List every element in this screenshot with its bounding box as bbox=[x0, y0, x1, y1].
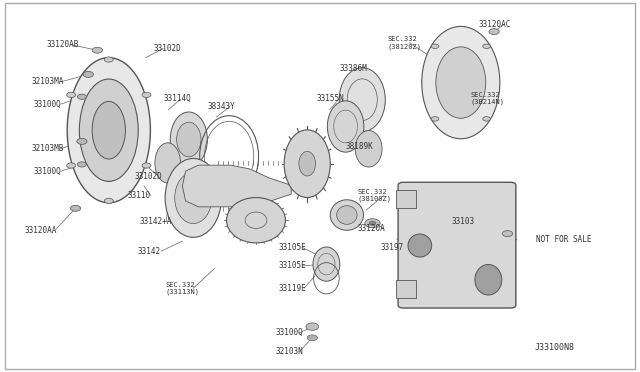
Text: SEC.332
(3B214N): SEC.332 (3B214N) bbox=[470, 92, 504, 105]
Ellipse shape bbox=[313, 247, 340, 281]
Circle shape bbox=[104, 198, 113, 203]
Ellipse shape bbox=[227, 198, 285, 243]
Text: 33100Q: 33100Q bbox=[275, 328, 303, 337]
Text: 33105E: 33105E bbox=[278, 243, 306, 252]
Ellipse shape bbox=[175, 172, 212, 224]
Ellipse shape bbox=[339, 68, 385, 132]
Circle shape bbox=[77, 138, 87, 144]
Circle shape bbox=[365, 219, 380, 228]
Ellipse shape bbox=[475, 264, 502, 295]
Text: SEC.332
(38120Z): SEC.332 (38120Z) bbox=[387, 36, 421, 49]
Ellipse shape bbox=[299, 151, 316, 176]
Circle shape bbox=[77, 162, 86, 167]
Ellipse shape bbox=[408, 234, 432, 257]
Text: 33102D: 33102D bbox=[154, 44, 181, 53]
Text: 33155N: 33155N bbox=[317, 94, 344, 103]
Text: 32103N: 32103N bbox=[275, 347, 303, 356]
Circle shape bbox=[70, 205, 81, 211]
Circle shape bbox=[67, 163, 76, 168]
Circle shape bbox=[67, 92, 76, 97]
Text: J33100N8: J33100N8 bbox=[534, 343, 575, 352]
Ellipse shape bbox=[177, 122, 201, 157]
Text: 33120AA: 33120AA bbox=[24, 226, 57, 235]
Text: 33114Q: 33114Q bbox=[163, 94, 191, 103]
Circle shape bbox=[502, 231, 513, 237]
Text: 33119E: 33119E bbox=[278, 284, 306, 293]
Bar bbox=[396, 280, 416, 298]
Circle shape bbox=[431, 44, 439, 48]
Circle shape bbox=[83, 71, 93, 77]
Text: SEC.332
(33113N): SEC.332 (33113N) bbox=[165, 282, 199, 295]
Circle shape bbox=[431, 117, 439, 121]
Ellipse shape bbox=[170, 112, 207, 167]
Text: 32103MA: 32103MA bbox=[32, 77, 65, 86]
Text: 33142: 33142 bbox=[138, 247, 161, 256]
Ellipse shape bbox=[337, 206, 357, 224]
Text: 33197: 33197 bbox=[381, 243, 404, 252]
Text: 33120A: 33120A bbox=[357, 224, 385, 233]
Ellipse shape bbox=[67, 58, 150, 203]
Polygon shape bbox=[182, 165, 291, 207]
Text: 33142+A: 33142+A bbox=[140, 217, 172, 226]
Text: SEC.332
(38100Z): SEC.332 (38100Z) bbox=[357, 189, 391, 202]
Text: 33110: 33110 bbox=[128, 191, 151, 200]
Ellipse shape bbox=[284, 130, 330, 198]
Text: 33102D: 33102D bbox=[134, 172, 162, 181]
Text: 32103MB: 32103MB bbox=[32, 144, 65, 153]
Ellipse shape bbox=[328, 101, 364, 152]
Text: 33386M: 33386M bbox=[339, 64, 367, 73]
Circle shape bbox=[489, 29, 499, 35]
Ellipse shape bbox=[330, 200, 364, 230]
Bar bbox=[396, 190, 416, 208]
Ellipse shape bbox=[165, 158, 221, 237]
Text: 33105E: 33105E bbox=[278, 262, 306, 270]
Text: 33120AC: 33120AC bbox=[479, 20, 511, 29]
Ellipse shape bbox=[155, 143, 180, 183]
Text: 33100Q: 33100Q bbox=[34, 167, 61, 176]
Ellipse shape bbox=[422, 26, 500, 139]
Circle shape bbox=[142, 163, 151, 168]
Text: 33103: 33103 bbox=[451, 217, 474, 226]
Text: 33100Q: 33100Q bbox=[34, 100, 61, 109]
Text: 38189K: 38189K bbox=[346, 142, 373, 151]
Circle shape bbox=[306, 323, 319, 330]
Text: 33120AB: 33120AB bbox=[46, 40, 79, 49]
Ellipse shape bbox=[436, 47, 486, 118]
Circle shape bbox=[369, 221, 376, 225]
Circle shape bbox=[142, 92, 151, 97]
Ellipse shape bbox=[79, 79, 138, 182]
Circle shape bbox=[483, 117, 490, 121]
Circle shape bbox=[104, 57, 113, 62]
Circle shape bbox=[77, 94, 86, 99]
Circle shape bbox=[307, 335, 317, 341]
Circle shape bbox=[483, 44, 490, 48]
Text: NOT FOR SALE: NOT FOR SALE bbox=[536, 235, 592, 244]
Text: 38343Y: 38343Y bbox=[208, 102, 236, 110]
FancyBboxPatch shape bbox=[398, 182, 516, 308]
Circle shape bbox=[92, 47, 102, 53]
Ellipse shape bbox=[92, 101, 125, 159]
Ellipse shape bbox=[355, 131, 382, 167]
